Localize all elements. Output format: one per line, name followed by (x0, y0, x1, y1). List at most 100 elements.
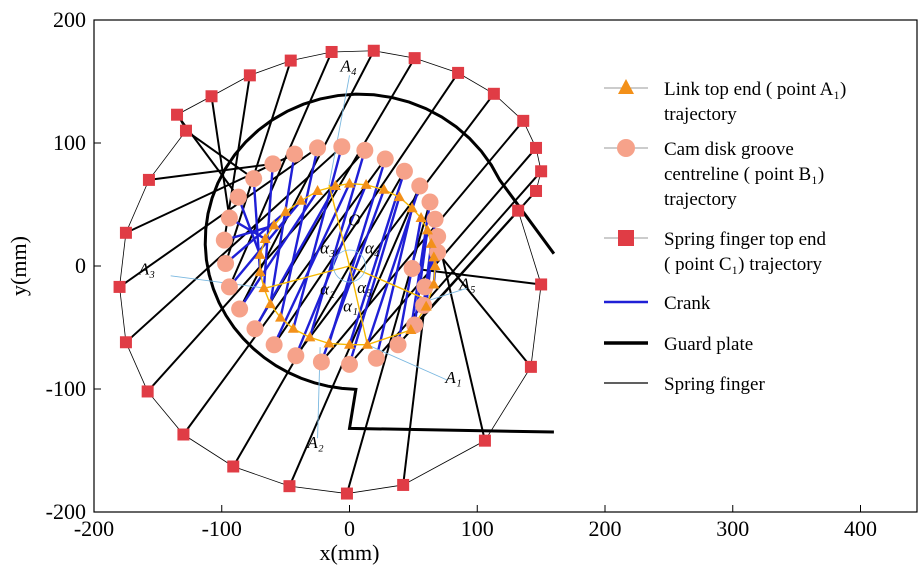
spring-finger-end-point (367, 44, 380, 57)
link-top-point (421, 224, 433, 235)
cam-groove-point (395, 162, 413, 180)
spring-finger (436, 236, 486, 441)
legend-label: Link top end ( point A₁) (664, 79, 846, 100)
link-top-point (329, 180, 341, 191)
x-tick-label: 200 (589, 516, 622, 541)
link-top-point (428, 278, 440, 289)
spring-finger-end-point (535, 165, 548, 178)
legend-label: centreline ( point B₁) (664, 164, 824, 185)
origin-arc (333, 249, 366, 283)
spring-finger (146, 149, 366, 393)
spring-finger-end-point (113, 280, 126, 293)
link-top-point (429, 260, 441, 270)
x-axis-ticks: -200 -100 0 100 200 300 400 (74, 505, 877, 541)
annotation-a5: A₅ (458, 274, 475, 293)
x-tick-label: 100 (461, 516, 494, 541)
spring-finger-end-point (325, 45, 338, 58)
annotation-origin: O (348, 210, 360, 229)
cam-groove-point (215, 231, 233, 249)
spring-finger (125, 145, 343, 344)
spring-finger (224, 60, 292, 264)
link-top-point (254, 248, 266, 259)
spring-finger (238, 50, 375, 310)
cam-groove-point (309, 139, 327, 157)
spring-finger (148, 162, 273, 181)
cam-groove-point (312, 353, 330, 371)
y-axis-label: y(mm) (6, 236, 31, 296)
spring-finger (232, 170, 406, 467)
annotation-leaders (170, 75, 468, 439)
crank (396, 217, 423, 345)
annotation-alpha5: α₅ (357, 278, 372, 297)
legend-item: Link top end ( point A₁) trajectory (604, 79, 846, 125)
spring-finger (411, 267, 542, 286)
link-top-point (280, 205, 292, 216)
legend-circle-marker (617, 139, 635, 157)
legend-triangle-marker (618, 79, 634, 94)
spring-finger-end-point (487, 87, 500, 100)
y-axis-ticks: -200 -100 0 100 200 (46, 7, 101, 524)
leader-line (328, 75, 350, 185)
cam-groove-point (220, 209, 238, 227)
link-top-point (275, 311, 287, 322)
region-ray (328, 184, 351, 267)
spring-finger (436, 251, 532, 368)
link-top-point (323, 337, 335, 348)
annotation-alpha4: α₄ (365, 239, 380, 258)
spring-finger-end-point (171, 108, 184, 121)
link-top-point (406, 202, 418, 213)
crank (269, 153, 296, 305)
annotation-alpha2: α₂ (320, 279, 335, 298)
y-tick-label: 0 (75, 253, 86, 278)
link-top-point (287, 322, 299, 333)
crank (273, 183, 351, 346)
cam-groove-point (421, 193, 439, 211)
crank (237, 196, 262, 256)
spring-finger (228, 51, 333, 288)
link-top-point (264, 298, 276, 309)
spring-finger-end-point (141, 385, 154, 398)
spring-finger-end-markers (113, 44, 548, 500)
spring-finger (375, 170, 542, 359)
crank (238, 190, 319, 310)
spring-finger (295, 93, 495, 357)
link-top-point (254, 266, 266, 277)
link-top-point (378, 183, 390, 194)
cam-groove-point (376, 150, 394, 168)
spring-finger-end-point (119, 226, 132, 239)
leader-line (428, 287, 468, 301)
spring-finger-end-point (512, 204, 525, 217)
legend-item: Spring finger (604, 374, 765, 395)
region-ray (265, 265, 350, 289)
legend: Link top end ( point A₁) trajectory Cam di… (604, 79, 846, 395)
crank (224, 210, 287, 265)
legend-item: Cam disk groove centreline ( point B₁) tra… (604, 139, 824, 210)
cam-groove-point (429, 227, 447, 245)
leader-line (170, 275, 266, 289)
spring-finger-end-point (119, 336, 132, 349)
cam-groove-point (389, 336, 407, 354)
x-tick-label: -200 (74, 516, 114, 541)
link-top-point (428, 251, 440, 262)
spring-finger-end-point (517, 114, 530, 127)
cam-groove-point (411, 177, 429, 195)
plot-area: O A₁ A₂ A₃ A₄ A₅ α₁ α₂ α₃ α₄ α₅ (93, 19, 918, 513)
annotation-a1: A₁ (444, 368, 461, 387)
spring-finger (118, 147, 319, 288)
cam-groove-point (231, 300, 249, 318)
link-top-point (344, 338, 356, 349)
spring-fingers (118, 50, 542, 494)
crank (409, 201, 432, 331)
legend-label: trajectory (664, 104, 737, 125)
spring-finger (320, 120, 525, 363)
y-tick-label: -200 (46, 499, 86, 524)
crank (348, 196, 401, 365)
leader-line (367, 344, 449, 381)
legend-square-marker (618, 230, 634, 246)
legend-item: Crank (604, 293, 711, 314)
cam-groove-point (403, 259, 421, 277)
x-tick-label: 0 (344, 516, 355, 541)
cam-groove-point (356, 141, 374, 159)
link-top-point (361, 338, 373, 349)
